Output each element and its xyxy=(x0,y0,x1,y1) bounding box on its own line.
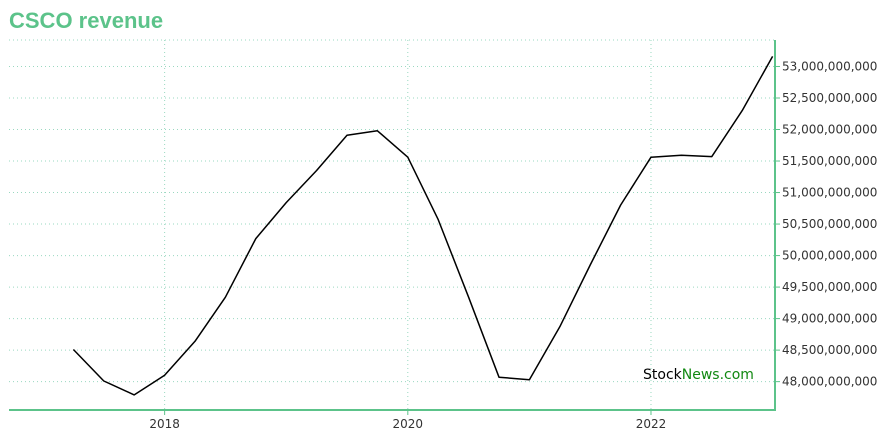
x-tick-label: 2022 xyxy=(636,417,667,431)
y-tick-labels: 48,000,000,000 48,500,000,000 49,000,000,0… xyxy=(782,59,877,388)
watermark-part-stock: Stock xyxy=(643,367,683,383)
y-tick-label: 53,000,000,000 xyxy=(782,59,877,73)
axes xyxy=(9,40,780,415)
y-tick-label: 50,000,000,000 xyxy=(782,249,877,263)
series-group xyxy=(72,56,774,396)
watermark-part-com: .com xyxy=(720,367,754,383)
y-tick-label: 51,500,000,000 xyxy=(782,154,877,168)
y-tick-label: 49,500,000,000 xyxy=(782,280,877,294)
y-tick-label: 50,500,000,000 xyxy=(782,217,877,231)
y-tick-label: 52,500,000,000 xyxy=(782,91,877,105)
revenue-series-line xyxy=(72,56,774,396)
x-tick-label: 2018 xyxy=(149,417,180,431)
y-tick-label: 48,500,000,000 xyxy=(782,343,877,357)
y-tick-label: 49,000,000,000 xyxy=(782,312,877,326)
chart-title: CSCO revenue xyxy=(9,8,164,33)
y-tick-label: 48,000,000,000 xyxy=(782,375,877,389)
x-tick-label: 2020 xyxy=(393,417,424,431)
y-tick-label: 51,000,000,000 xyxy=(782,186,877,200)
x-tick-labels: 2018 2020 2022 xyxy=(149,417,666,431)
grid-lines xyxy=(9,39,775,410)
watermark-part-news: News xyxy=(682,367,720,383)
watermark: StockNews.com xyxy=(643,367,754,383)
y-tick-label: 52,000,000,000 xyxy=(782,123,877,137)
